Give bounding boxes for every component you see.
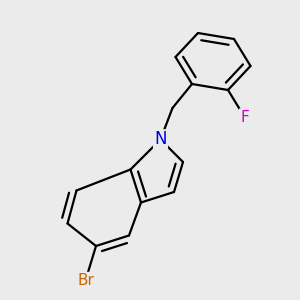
Text: Br: Br bbox=[77, 273, 94, 288]
Text: N: N bbox=[154, 130, 167, 148]
Text: F: F bbox=[240, 110, 249, 124]
